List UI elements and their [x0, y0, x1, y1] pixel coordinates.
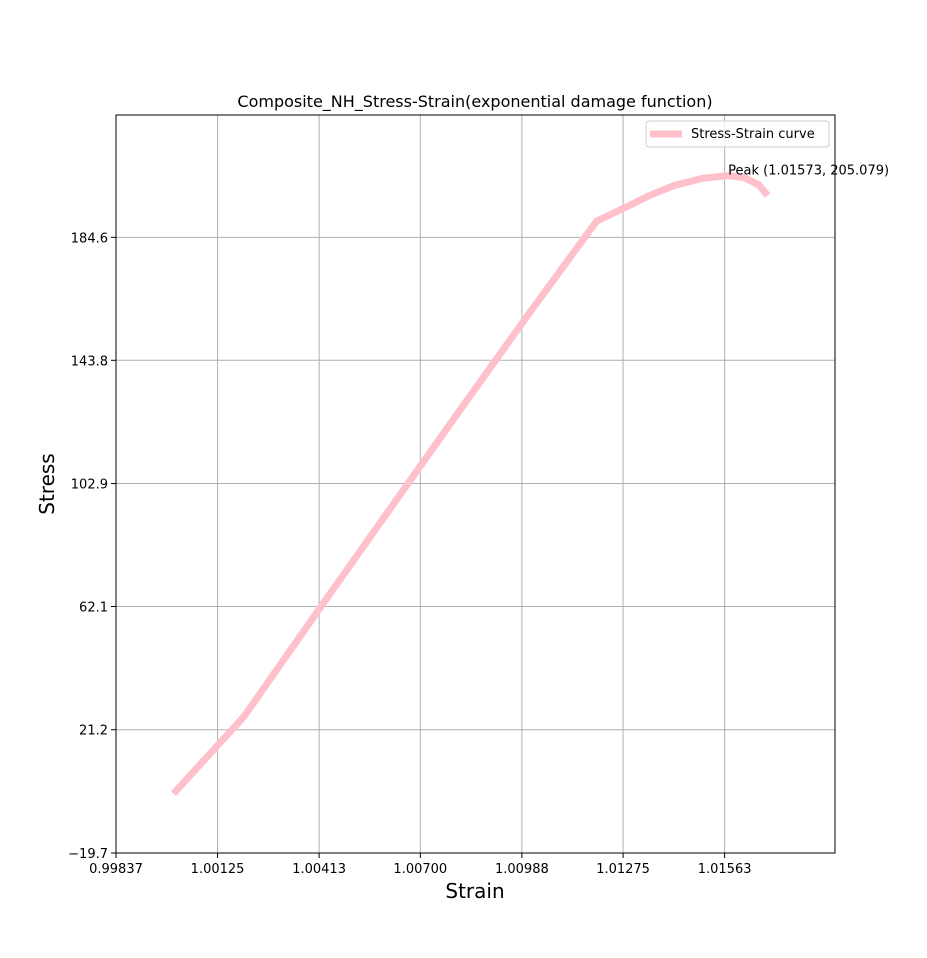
x-axis: 0.99837 1.00125 1.00413 1.00700 1.00988 1.012…	[89, 853, 752, 877]
x-tick-label: 1.00413	[292, 862, 346, 877]
series-line-stress-strain	[170, 172, 771, 796]
y-axis-label: Stress	[35, 453, 59, 514]
x-tick-label: 1.01275	[596, 862, 650, 877]
y-tick-label: 62.1	[79, 600, 108, 615]
x-axis-label: Strain	[445, 879, 504, 903]
x-tick-label: 0.99837	[89, 862, 143, 877]
legend-label: Stress-Strain curve	[691, 127, 815, 142]
x-tick-label: 1.01563	[698, 862, 752, 877]
x-tick-label: 1.00700	[393, 862, 447, 877]
y-tick-label: 184.6	[71, 231, 108, 246]
y-tick-label: −19.7	[68, 847, 108, 862]
x-tick-label: 1.00125	[191, 862, 245, 877]
series-layer	[170, 172, 771, 796]
y-axis: −19.7 21.2 62.1 102.9 143.8 184.6	[68, 231, 116, 862]
y-tick-label: 143.8	[71, 354, 108, 369]
x-tick-label: 1.00988	[495, 862, 549, 877]
chart-title: Composite_NH_Stress-Strain(exponential d…	[237, 92, 712, 112]
y-tick-label: 21.2	[79, 724, 108, 739]
peak-annotation: Peak (1.01573, 205.079)	[728, 164, 889, 179]
legend: Stress-Strain curve	[645, 120, 830, 148]
legend-box	[645, 120, 830, 148]
y-tick-label: 102.9	[71, 478, 108, 493]
